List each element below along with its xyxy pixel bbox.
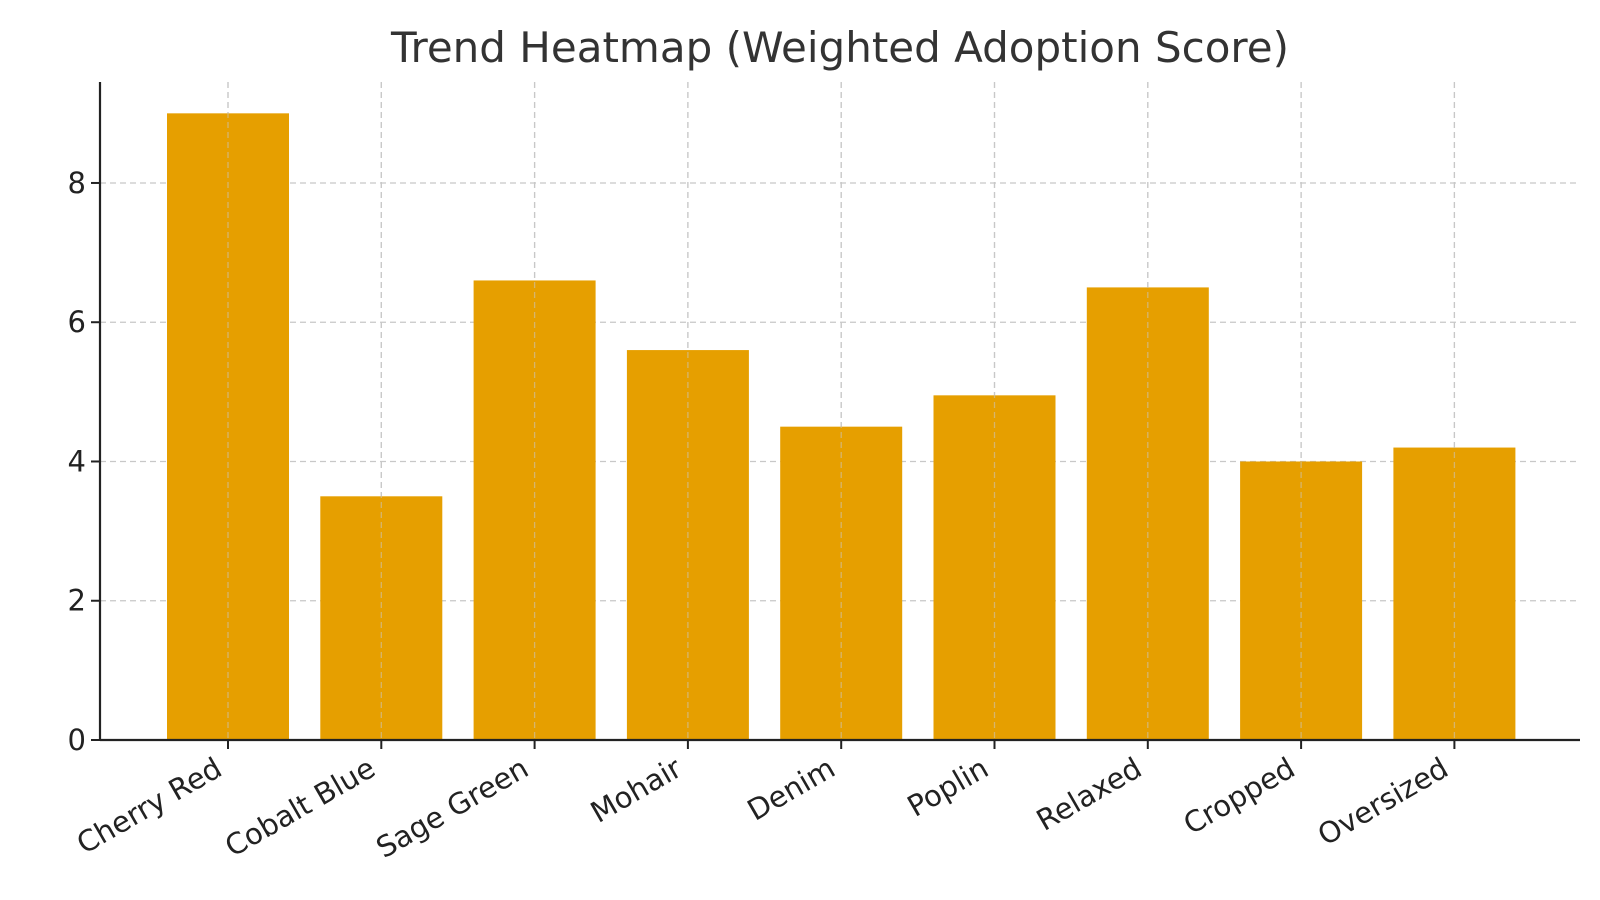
x-tick-label: Cropped xyxy=(1178,751,1301,842)
x-tick-label: Cherry Red xyxy=(71,751,228,861)
x-tick-label: Denim xyxy=(742,751,841,828)
x-tick-label: Relaxed xyxy=(1031,751,1148,838)
axes-layer xyxy=(91,82,1580,749)
x-tick-label: Sage Green xyxy=(370,751,534,865)
bar-sage-green xyxy=(473,280,596,740)
x-tick-label: Mohair xyxy=(585,751,688,830)
chart-title: Trend Heatmap (Weighted Adoption Score) xyxy=(390,23,1289,72)
y-tick-label: 6 xyxy=(68,305,86,339)
x-tick-label: Oversized xyxy=(1312,751,1454,853)
y-tick-label: 2 xyxy=(68,584,86,618)
x-tick-label: Cobalt Blue xyxy=(219,751,381,864)
y-tick-label: 4 xyxy=(68,444,86,478)
y-tick-label: 0 xyxy=(68,723,86,757)
x-tick-label: Poplin xyxy=(902,751,994,824)
y-tick-label: 8 xyxy=(68,166,86,200)
